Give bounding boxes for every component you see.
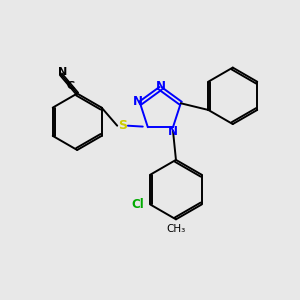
Text: CH₃: CH₃ bbox=[166, 224, 186, 234]
Text: N: N bbox=[168, 125, 178, 138]
Text: N: N bbox=[58, 67, 67, 77]
Text: C: C bbox=[67, 81, 75, 91]
Text: Cl: Cl bbox=[131, 198, 144, 211]
Text: N: N bbox=[133, 95, 143, 108]
Text: N: N bbox=[155, 80, 165, 93]
Text: S: S bbox=[118, 119, 127, 132]
